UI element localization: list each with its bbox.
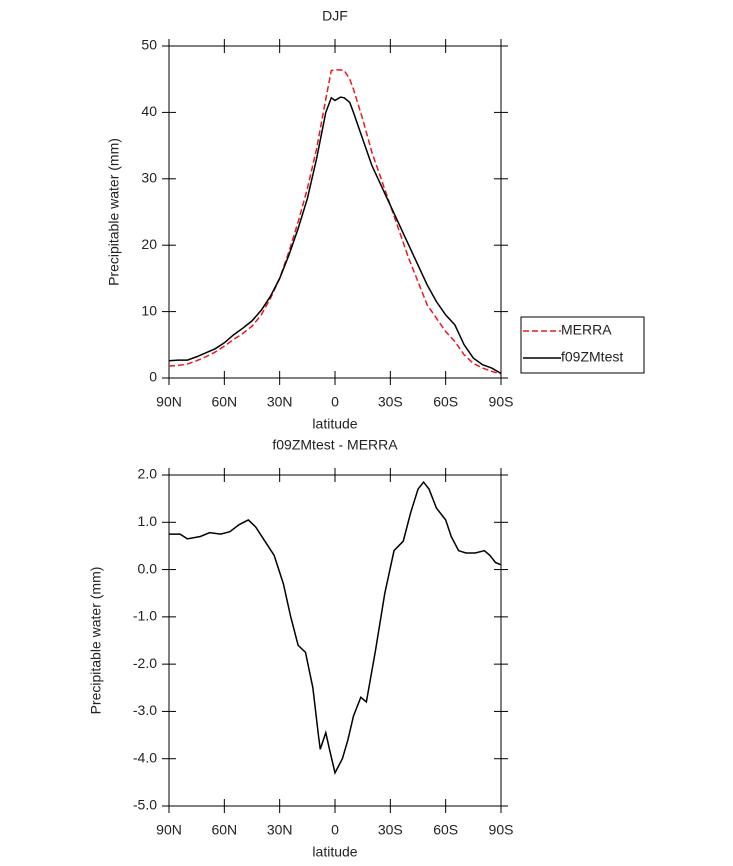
x-tick-label: 60N	[211, 394, 237, 410]
y-tick-label: 1.0	[138, 513, 158, 529]
y-axis-label: Precipitable water (mm)	[106, 138, 122, 286]
y-tick-label: 2.0	[138, 466, 158, 482]
legend-label: f09ZMtest	[561, 349, 623, 365]
y-tick-label: 40	[141, 103, 157, 119]
data-line	[168, 69, 502, 375]
y-tick-label: -2.0	[133, 655, 157, 671]
y-tick-label: -4.0	[133, 749, 157, 765]
y-tick-label: -5.0	[133, 797, 157, 813]
y-tick-label: 50	[141, 37, 157, 53]
x-axis-label: latitude	[312, 844, 357, 860]
y-tick-label: 0	[149, 369, 157, 385]
legend-label: MERRA	[561, 322, 612, 338]
x-tick-label: 0	[331, 822, 339, 838]
x-tick-label: 60S	[433, 822, 458, 838]
y-tick-label: 30	[141, 170, 157, 186]
y-tick-label: -3.0	[133, 702, 157, 718]
x-tick-label: 30S	[378, 394, 403, 410]
x-axis-label: latitude	[312, 416, 357, 432]
legend-box	[520, 316, 645, 374]
x-tick-label: 90S	[489, 822, 514, 838]
y-tick-label: 20	[141, 236, 157, 252]
y-tick-label: -1.0	[133, 608, 157, 624]
x-tick-label: 60S	[433, 394, 458, 410]
x-tick-label: 30S	[378, 822, 403, 838]
x-tick-label: 90N	[156, 822, 182, 838]
x-tick-label: 90S	[489, 394, 514, 410]
y-tick-label: 10	[141, 302, 157, 318]
plot-frame	[168, 45, 502, 379]
x-tick-label: 60N	[211, 822, 237, 838]
chart-title: DJF	[322, 8, 348, 24]
chart-title: f09ZMtest - MERRA	[272, 437, 398, 453]
x-tick-label: 30N	[267, 822, 293, 838]
plot-frame	[168, 474, 502, 807]
x-tick-label: 90N	[156, 394, 182, 410]
y-axis-label: Precipitable water (mm)	[88, 567, 104, 715]
data-line	[169, 480, 502, 776]
data-line	[168, 96, 502, 375]
x-tick-label: 0	[331, 394, 339, 410]
x-tick-label: 30N	[267, 394, 293, 410]
y-tick-label: 0.0	[138, 560, 158, 576]
